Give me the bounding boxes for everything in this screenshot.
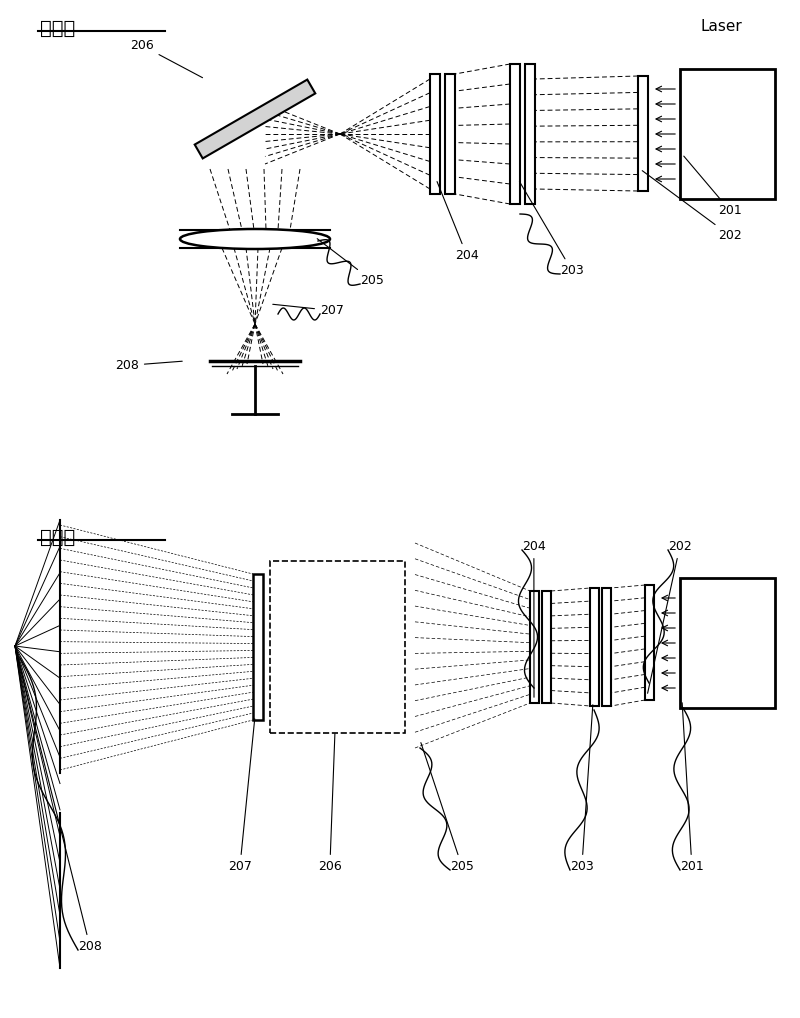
Text: 203: 203 xyxy=(570,704,594,873)
Bar xyxy=(530,591,539,703)
Bar xyxy=(645,585,654,700)
Text: 206: 206 xyxy=(318,734,342,873)
Text: 201: 201 xyxy=(680,702,704,873)
Bar xyxy=(525,64,535,204)
Text: 202: 202 xyxy=(642,171,742,242)
Bar xyxy=(590,588,599,706)
Text: 208: 208 xyxy=(16,648,102,953)
Polygon shape xyxy=(194,79,315,159)
Text: 202: 202 xyxy=(647,540,692,693)
Text: 201: 201 xyxy=(684,156,742,217)
Bar xyxy=(638,76,648,191)
Text: 203: 203 xyxy=(519,181,584,277)
Text: 206: 206 xyxy=(130,39,202,77)
Bar xyxy=(602,588,611,706)
Bar xyxy=(253,574,263,720)
Bar xyxy=(510,64,520,204)
Text: 207: 207 xyxy=(228,719,254,873)
Text: 顶视图: 顶视图 xyxy=(40,528,75,547)
Text: 208: 208 xyxy=(115,359,182,372)
Text: 205: 205 xyxy=(421,743,474,873)
Text: Laser: Laser xyxy=(700,19,742,34)
Text: 205: 205 xyxy=(318,238,384,287)
Bar xyxy=(270,561,405,733)
Bar xyxy=(445,74,455,194)
Ellipse shape xyxy=(180,229,330,249)
Bar xyxy=(680,69,775,199)
Bar xyxy=(430,74,440,194)
Text: 侧视图: 侧视图 xyxy=(40,19,75,38)
Bar xyxy=(680,578,775,708)
Text: 204: 204 xyxy=(437,181,478,262)
Text: 204: 204 xyxy=(522,540,546,697)
Text: 207: 207 xyxy=(273,304,344,317)
Bar xyxy=(542,591,551,703)
